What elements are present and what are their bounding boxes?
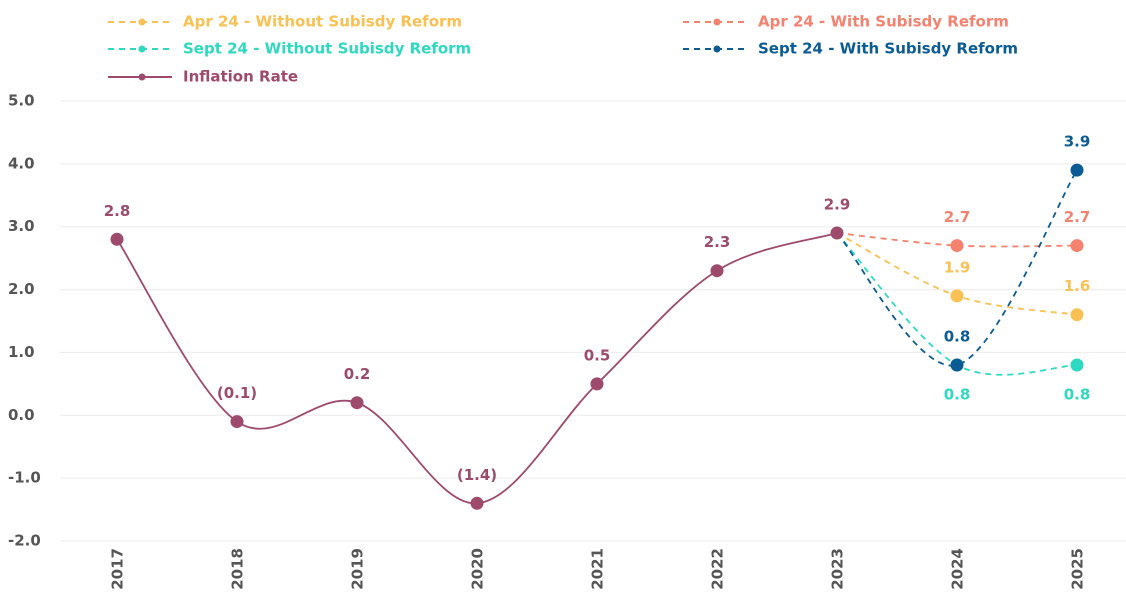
legend-marker xyxy=(138,73,146,81)
data-point xyxy=(470,496,484,510)
data-point xyxy=(1070,163,1084,177)
data-point xyxy=(1070,239,1084,253)
data-label: 0.8 xyxy=(944,386,971,404)
x-tick-label: 2020 xyxy=(469,548,487,590)
x-tick-label: 2017 xyxy=(109,548,127,590)
data-label: 2.7 xyxy=(944,208,971,226)
series-line xyxy=(836,232,1078,248)
series-line xyxy=(116,232,838,505)
x-tick-label: 2025 xyxy=(1069,548,1087,590)
data-point xyxy=(950,358,964,372)
data-point xyxy=(350,396,364,410)
data-point xyxy=(590,377,604,391)
x-tick-label: 2021 xyxy=(589,548,607,590)
legend-label: Apr 24 - With Subisdy Reform xyxy=(758,13,1009,31)
series-line xyxy=(836,169,1078,367)
data-label: 2.7 xyxy=(1064,208,1091,226)
data-point xyxy=(950,239,964,253)
y-tick-label: -2.0 xyxy=(8,532,41,550)
x-tick-label: 2024 xyxy=(949,548,967,590)
x-tick-label: 2023 xyxy=(829,548,847,590)
y-tick-label: 5.0 xyxy=(8,92,35,110)
data-label: 1.6 xyxy=(1064,277,1091,295)
data-label: 2.9 xyxy=(824,196,851,214)
legend-marker xyxy=(138,18,146,26)
legend-marker xyxy=(713,45,721,53)
data-point xyxy=(710,264,724,278)
data-point xyxy=(830,226,844,240)
data-label: 0.8 xyxy=(1064,386,1091,404)
y-tick-label: -1.0 xyxy=(8,469,41,487)
data-point xyxy=(1070,308,1084,322)
legend-label: Inflation Rate xyxy=(183,68,298,86)
x-tick-label: 2018 xyxy=(229,548,247,590)
data-label: 3.9 xyxy=(1064,133,1091,151)
legend-marker xyxy=(713,18,721,26)
series-line xyxy=(836,232,1078,376)
y-tick-label: 4.0 xyxy=(8,154,35,172)
legend-label: Apr 24 - Without Subisdy Reform xyxy=(183,13,462,31)
y-tick-label: 2.0 xyxy=(8,280,35,298)
data-label: 0.8 xyxy=(944,328,971,346)
data-label: 0.2 xyxy=(344,365,371,383)
y-tick-label: 0.0 xyxy=(8,406,35,424)
x-tick-label: 2019 xyxy=(349,548,367,590)
x-tick-label: 2022 xyxy=(709,548,727,590)
data-label: 1.9 xyxy=(944,258,971,276)
data-label: 0.5 xyxy=(584,346,611,364)
data-point xyxy=(110,232,124,246)
data-point xyxy=(1070,358,1084,372)
data-label: (0.1) xyxy=(217,384,257,402)
legend-marker xyxy=(138,45,146,53)
legend-label: Sept 24 - With Subisdy Reform xyxy=(758,40,1018,58)
y-tick-label: 1.0 xyxy=(8,343,35,361)
data-label: 2.8 xyxy=(104,202,131,220)
data-point xyxy=(950,289,964,303)
data-label: 2.3 xyxy=(704,233,731,251)
y-tick-label: 3.0 xyxy=(8,217,35,235)
data-point xyxy=(230,415,244,429)
legend-label: Sept 24 - Without Subisdy Reform xyxy=(183,40,471,58)
data-label: (1.4) xyxy=(457,466,497,484)
